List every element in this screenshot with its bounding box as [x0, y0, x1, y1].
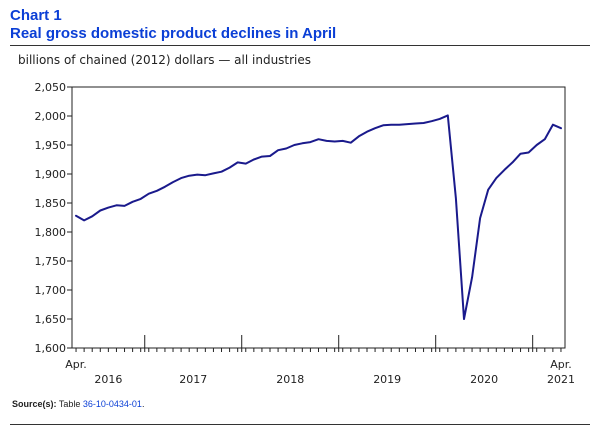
- x-axis-labels: Apr. Apr. 2016 2017 2018 2019 2020 2021: [65, 358, 575, 386]
- source-note: Source(s): Table 36-10-0434-01.: [12, 399, 144, 409]
- x-year-label: 2020: [470, 373, 498, 386]
- y-tick-label: 1,750: [35, 255, 67, 268]
- y-axis-unit-label: billions of chained (2012) dollars — all…: [18, 53, 312, 67]
- chart-number: Chart 1: [10, 7, 62, 24]
- source-table-link[interactable]: 36-10-0434-01: [82, 399, 142, 409]
- gdp-series-line: [75, 114, 562, 320]
- source-label: Source(s):: [12, 399, 57, 409]
- x-year-label: 2018: [276, 373, 304, 386]
- chart-title: Real gross domestic product declines in …: [10, 25, 337, 42]
- x-year-label: 2021: [547, 373, 575, 386]
- x-month-label: Apr.: [65, 358, 87, 371]
- y-tick-label: 1,650: [35, 313, 67, 326]
- y-tick-label: 2,050: [35, 81, 67, 94]
- top-divider: [10, 45, 590, 46]
- y-axis-ticks: 1,600 1,650 1,700 1,750 1,800 1,850 1,900 1,950…: [35, 81, 72, 355]
- source-end: .: [141, 399, 145, 409]
- y-tick-label: 1,700: [35, 284, 67, 297]
- y-tick-label: 1,850: [35, 197, 67, 210]
- x-month-label: Apr.: [550, 358, 572, 371]
- y-tick-label: 1,900: [35, 168, 67, 181]
- x-axis-ticks: [75, 335, 562, 352]
- bottom-divider: [10, 424, 590, 425]
- y-tick-label: 1,800: [35, 226, 67, 239]
- y-tick-label: 1,950: [35, 139, 67, 152]
- x-year-label: 2019: [373, 373, 401, 386]
- y-tick-label: 1,600: [35, 342, 67, 355]
- source-text: Table: [58, 399, 81, 409]
- y-tick-label: 2,000: [35, 110, 67, 123]
- series-layer: [75, 114, 562, 320]
- x-year-label: 2017: [179, 373, 207, 386]
- plot-frame: [71, 86, 566, 349]
- x-year-label: 2016: [94, 373, 122, 386]
